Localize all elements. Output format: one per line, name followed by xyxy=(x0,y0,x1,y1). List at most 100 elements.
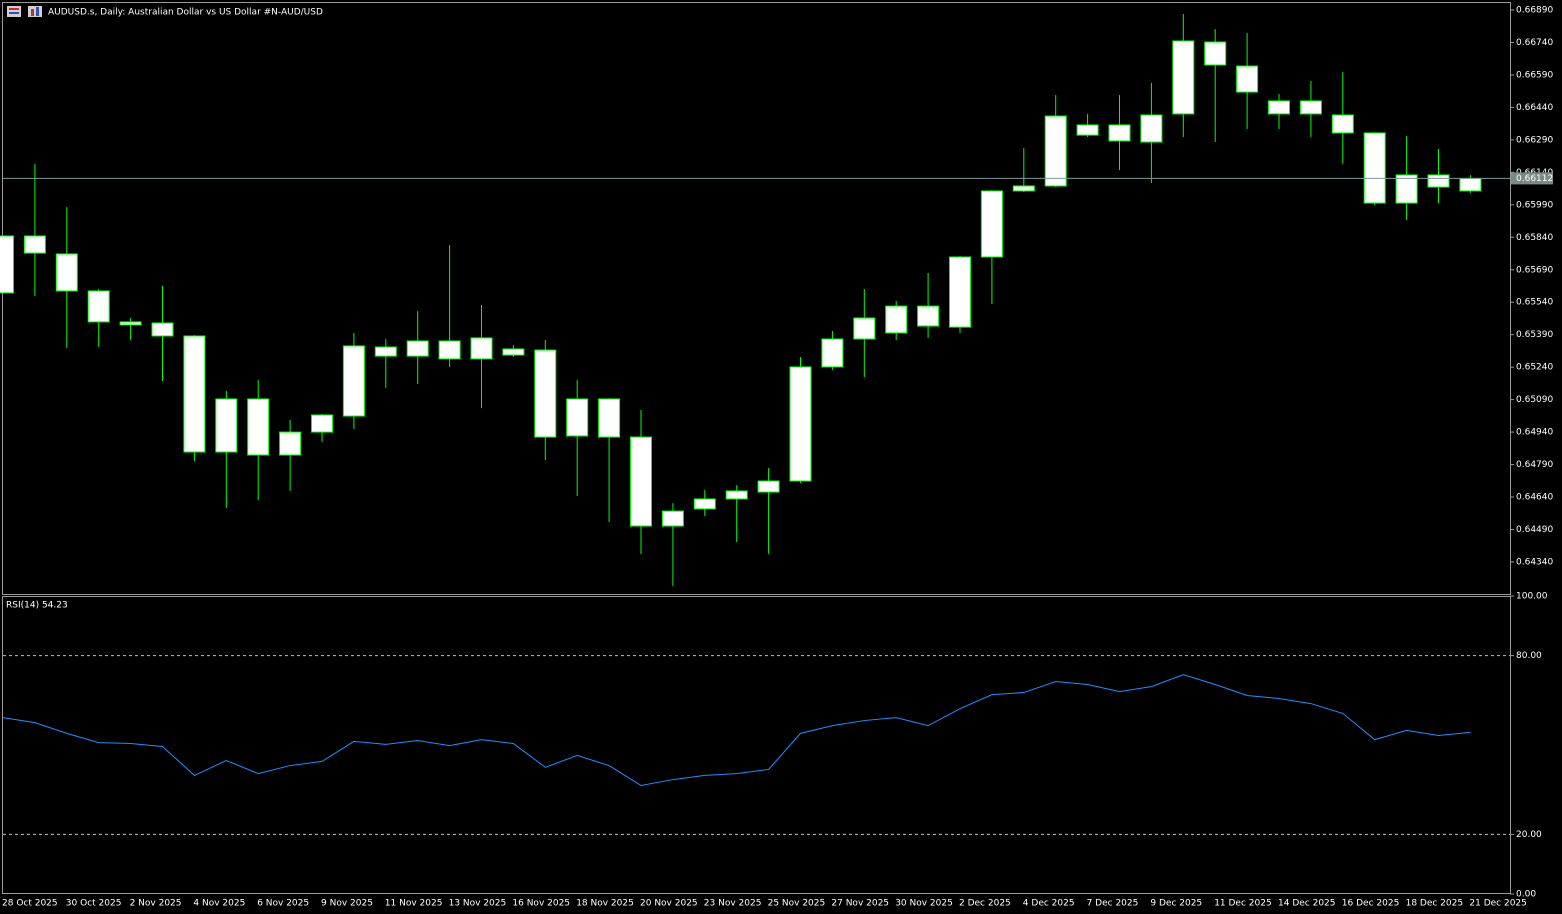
candle-body xyxy=(0,235,14,294)
candle-body xyxy=(1299,100,1322,115)
window-icons xyxy=(7,6,42,17)
y-tick-label: 0.65840 xyxy=(1516,233,1553,243)
candle-body xyxy=(789,366,812,482)
x-tick-label: 13 Nov 2025 xyxy=(449,899,507,909)
candle-body xyxy=(342,345,365,417)
candle-body xyxy=(183,335,206,453)
candle-body xyxy=(1204,41,1227,66)
y-tick-label: 0.65390 xyxy=(1516,330,1553,340)
y-tick-label: 20.00 xyxy=(1516,830,1542,840)
y-tick-label: 0.66590 xyxy=(1516,70,1553,80)
candle-body xyxy=(311,414,333,433)
candle-body xyxy=(55,253,78,292)
candle-body xyxy=(1012,185,1035,192)
candle-body xyxy=(374,346,397,357)
candle-body xyxy=(470,337,493,360)
y-tick-label: 0.00 xyxy=(1516,890,1536,900)
candle-body xyxy=(87,290,110,323)
y-tick-label: 0.65240 xyxy=(1516,363,1553,373)
icon xyxy=(9,12,19,14)
x-tick-label: 9 Dec 2025 xyxy=(1150,899,1202,909)
chart-title: AUDUSD.s, Daily: Australian Dollar vs US… xyxy=(48,8,323,18)
candle-body xyxy=(151,322,174,337)
candle-body xyxy=(693,498,716,510)
candle-body xyxy=(1395,174,1418,204)
candle-body xyxy=(534,349,557,438)
x-tick-label: 6 Nov 2025 xyxy=(257,899,309,909)
x-tick-label: 18 Nov 2025 xyxy=(576,899,634,909)
candle-body xyxy=(438,340,461,360)
x-tick-label: 4 Dec 2025 xyxy=(1023,899,1075,909)
candle-body xyxy=(406,340,429,357)
candle-body xyxy=(980,190,1003,258)
x-tick-label: 4 Nov 2025 xyxy=(193,899,245,909)
y-tick-label: 0.66440 xyxy=(1516,103,1553,113)
candle-body xyxy=(1044,115,1067,187)
candle-body xyxy=(1076,124,1099,136)
y-tick-label: 0.66290 xyxy=(1516,135,1553,145)
x-tick-label: 21 Dec 2025 xyxy=(1469,899,1527,909)
x-tick-label: 11 Nov 2025 xyxy=(385,899,443,909)
candle-body xyxy=(1268,100,1290,115)
x-tick-label: 30 Oct 2025 xyxy=(66,899,122,909)
y-tick-label: 0.65690 xyxy=(1516,265,1553,275)
y-tick-label: 0.66740 xyxy=(1516,38,1553,48)
icon xyxy=(28,6,42,17)
candle-body xyxy=(598,398,621,438)
y-tick-label: 0.66890 xyxy=(1516,6,1553,16)
x-tick-label: 23 Nov 2025 xyxy=(704,899,762,909)
price-label: 0.66112 xyxy=(1516,174,1553,184)
candle-body xyxy=(821,338,844,368)
indicator-title: RSI(14) 54.23 xyxy=(6,601,68,611)
candle-body xyxy=(566,398,589,437)
x-tick-label: 27 Nov 2025 xyxy=(831,899,889,909)
price-label-box xyxy=(1511,172,1553,185)
x-tick-label: 2 Dec 2025 xyxy=(959,899,1011,909)
y-tick-label: 0.65090 xyxy=(1516,395,1553,405)
y-tick-label: 0.65540 xyxy=(1516,298,1553,308)
x-tick-label: 2 Nov 2025 xyxy=(130,899,182,909)
x-tick-label: 30 Nov 2025 xyxy=(895,899,953,909)
candle-body xyxy=(1236,65,1259,93)
x-tick-label: 28 Oct 2025 xyxy=(2,899,58,909)
icon xyxy=(36,7,39,16)
candle-body xyxy=(949,256,971,328)
candle-body xyxy=(279,431,302,456)
icon xyxy=(9,8,19,10)
y-tick-label: 0.64490 xyxy=(1516,525,1553,535)
x-tick-label: 16 Nov 2025 xyxy=(512,899,570,909)
y-tick-label: 0.64340 xyxy=(1516,557,1553,567)
x-tick-label: 18 Dec 2025 xyxy=(1406,899,1464,909)
x-tick-label: 20 Nov 2025 xyxy=(640,899,698,909)
x-tick-label: 11 Dec 2025 xyxy=(1214,899,1272,909)
y-tick-label: 0.64940 xyxy=(1516,428,1553,438)
candle-body xyxy=(215,398,238,453)
candle-body xyxy=(1140,114,1163,143)
y-tick-label: 100.00 xyxy=(1516,592,1548,602)
candle-body xyxy=(630,436,652,527)
candle-body xyxy=(1108,124,1131,142)
candle-body xyxy=(1459,177,1482,192)
candle-body xyxy=(502,348,525,356)
x-tick-label: 9 Nov 2025 xyxy=(321,899,373,909)
icon xyxy=(7,6,21,17)
x-tick-label: 16 Dec 2025 xyxy=(1342,899,1400,909)
y-tick-label: 80.00 xyxy=(1516,651,1542,661)
candle-body xyxy=(23,235,46,254)
x-tick-label: 7 Dec 2025 xyxy=(1087,899,1139,909)
y-tick-label: 0.64790 xyxy=(1516,460,1553,470)
candle-body xyxy=(247,398,270,456)
x-tick-label: 14 Dec 2025 xyxy=(1278,899,1336,909)
icon xyxy=(31,9,34,16)
rsi-panel-frame xyxy=(2,596,1511,894)
y-tick-label: 0.64640 xyxy=(1516,493,1553,503)
x-tick-label: 25 Nov 2025 xyxy=(768,899,826,909)
candle-body xyxy=(917,305,940,327)
candle-body xyxy=(119,321,142,326)
candle-body xyxy=(1172,40,1195,115)
candle-body xyxy=(757,480,780,493)
candle-body xyxy=(1427,174,1450,188)
candle-body xyxy=(885,305,908,334)
